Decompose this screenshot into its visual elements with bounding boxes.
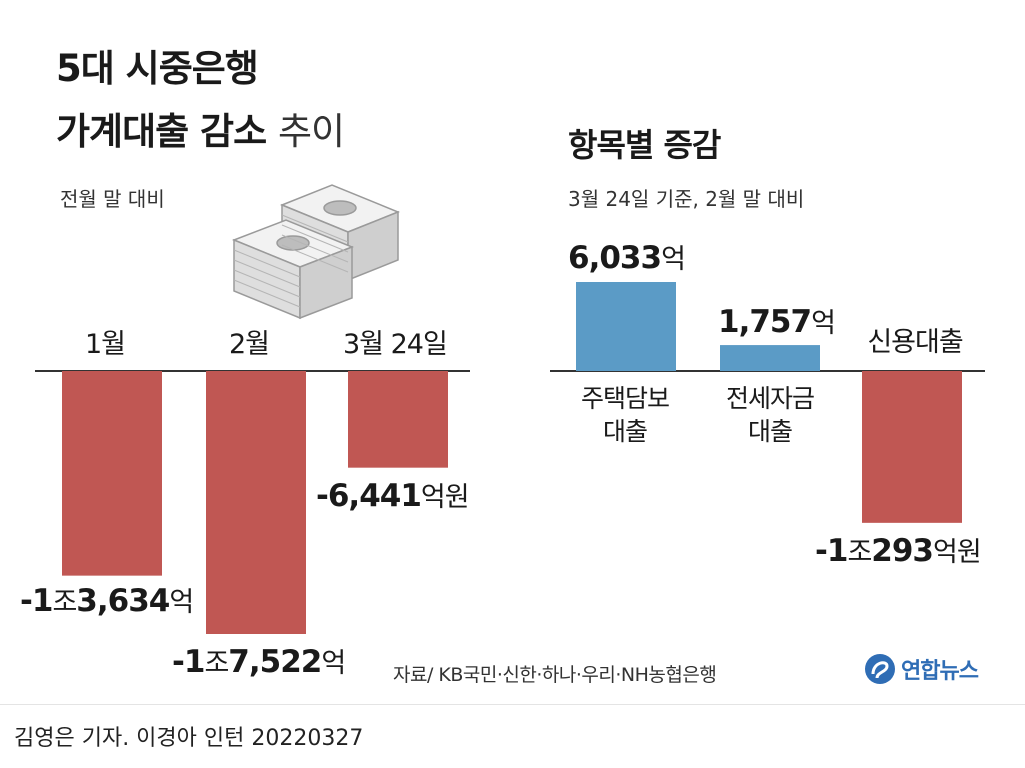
yonhap-logo-icon (865, 654, 895, 684)
left-value-label-1: -1조3,634억 (20, 583, 194, 619)
right-category-2: 전세자금 대출 (725, 384, 815, 446)
right-category-3: 신용대출 (867, 327, 963, 358)
credit-text: 김영은 기자. 이경아 인턴 20220327 (14, 726, 364, 751)
right-category-1: 주택담보 대출 (580, 384, 670, 446)
left-value-label-2: -1조7,522억 (172, 644, 346, 680)
page-title-light: 추이 (278, 110, 345, 153)
right-title: 항목별 증감 (568, 126, 721, 164)
page-title-line1: 5대 시중은행 (56, 47, 259, 90)
left-value-label-3: -6,441억원 (316, 478, 470, 514)
right-subtitle: 3월 24일 기준, 2월 말 대비 (568, 187, 805, 211)
right-bar-1 (576, 282, 676, 371)
page-title-bold: 가계대출 감소 (56, 110, 267, 153)
left-category-1: 1월 (85, 329, 126, 360)
right-value-label-3: -1조293억원 (815, 533, 982, 569)
left-category-3: 3월 24일 (343, 329, 448, 360)
source-note: 자료/ KB국민·신한·하나·우리·NH농협은행 (393, 664, 717, 686)
page-title-line2: 가계대출 감소 추이 (56, 110, 345, 153)
left-bar-2 (206, 371, 306, 634)
left-category-2: 2월 (229, 329, 270, 360)
left-subtitle: 전월 말 대비 (60, 187, 165, 211)
right-value-label-1: 6,033억 (568, 240, 686, 276)
left-bar-3 (348, 371, 448, 468)
credit-bar (0, 704, 1025, 768)
right-bar-2 (720, 345, 820, 371)
right-bar-3 (862, 371, 962, 523)
right-value-label-2: 1,757억 (718, 304, 836, 340)
logo: 연합뉴스 (863, 652, 979, 686)
logo-text: 연합뉴스 (901, 659, 979, 684)
left-bar-1 (62, 371, 162, 576)
